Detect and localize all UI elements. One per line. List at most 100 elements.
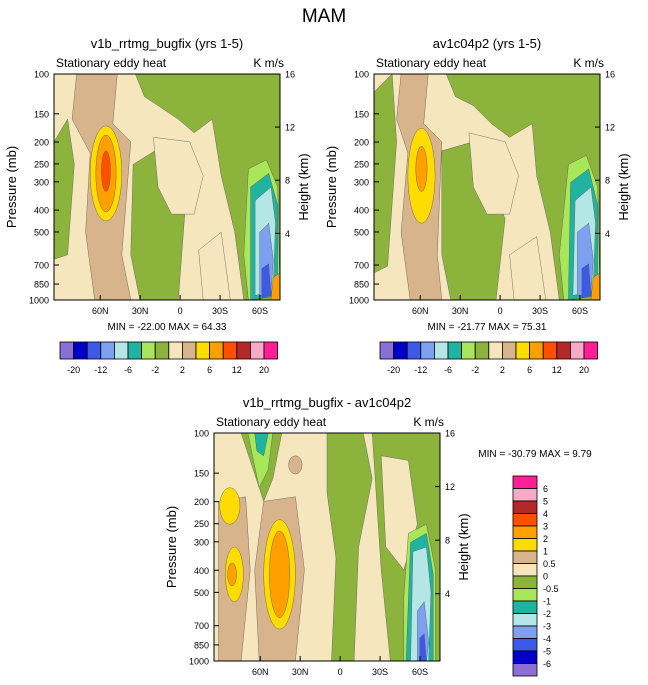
colorbar-swatch (127, 341, 143, 360)
colorbar-swatch (512, 525, 538, 539)
colorbar-swatch (379, 341, 395, 360)
colorbar-swatch (236, 341, 251, 360)
colorbar-label: -1 (543, 597, 551, 607)
y-tick-label: 1000 (349, 296, 369, 306)
y-tick-label: 100 (354, 70, 369, 80)
y-tick-label: 300 (34, 177, 49, 187)
colorbar-swatch (512, 650, 538, 664)
contour-field (214, 433, 440, 661)
colorbar-swatch (512, 563, 538, 577)
contour-blob (101, 150, 111, 192)
y-right-tick-label: 4 (605, 229, 610, 239)
stats-label: MIN = -22.00 MAX = 64.33 (108, 322, 227, 333)
y-axis-label: Pressure (mb) (164, 506, 179, 588)
y-tick-label: 700 (194, 621, 209, 631)
panel-bottom-diff: v1b_rrtmg_bugfix - av1c04p2 Stationary ed… (164, 395, 592, 677)
colorbar-label: -3 (543, 622, 551, 632)
colorbar-label: -12 (414, 365, 427, 375)
colorbar-swatch (222, 341, 238, 360)
contour-region (270, 272, 280, 300)
colorbar-label: -4 (543, 634, 551, 644)
y-right-tick-label: 4 (285, 229, 290, 239)
y-tick-label: 500 (194, 588, 209, 598)
y-right-tick-label: 8 (605, 176, 610, 186)
contour-blob (288, 455, 303, 475)
figure-title: MAM (302, 6, 346, 27)
colorbar-label: 6 (527, 365, 532, 375)
colorbar-swatch (406, 341, 422, 360)
colorbar-swatch (570, 341, 585, 360)
colorbar-swatch (488, 341, 503, 360)
x-tick-label: 30N (452, 306, 469, 316)
panel-top-right: av1c04p2 (yrs 1-5) Stationary eddy heat K … (324, 36, 631, 375)
plot-frame (213, 432, 441, 662)
colorbar-label: -2 (151, 365, 159, 375)
contour-region (590, 272, 600, 300)
y-right-tick-label: 16 (605, 70, 615, 80)
colorbar-label: 20 (259, 365, 269, 375)
x-tick-label: 60S (412, 667, 428, 677)
y-axis-label: Pressure (mb) (4, 146, 19, 228)
colorbar-swatch (141, 341, 156, 360)
colorbar-label: -12 (94, 365, 107, 375)
colorbar-label: -20 (387, 365, 400, 375)
colorbar-label: -6 (543, 659, 551, 669)
y-right-axis-label: Height (km) (616, 153, 631, 220)
panel-subtitle-left: Stationary eddy heat (56, 56, 167, 70)
colorbar-swatch (512, 500, 538, 514)
colorbar-swatch (86, 341, 102, 360)
y-tick-label: 500 (34, 227, 49, 237)
colorbar-swatch (114, 341, 129, 360)
colorbar-label: 12 (552, 365, 562, 375)
panel-title: av1c04p2 (yrs 1-5) (433, 36, 541, 51)
y-tick-label: 200 (34, 138, 49, 148)
y-right-tick-label: 4 (445, 589, 450, 599)
colorbar-swatch (181, 341, 197, 360)
y-tick-label: 1000 (29, 296, 49, 306)
colorbar-swatch (433, 341, 449, 360)
contour-region (419, 633, 427, 661)
colorbar-label: -5 (543, 647, 551, 657)
colorbar-swatch (263, 341, 279, 360)
colorbar-swatch (474, 341, 490, 360)
y-tick-label: 300 (354, 177, 369, 187)
y-tick-label: 250 (34, 159, 49, 169)
y-tick-label: 400 (354, 206, 369, 216)
y-right-tick-label: 16 (445, 429, 455, 439)
colorbar-swatch (447, 341, 463, 360)
colorbar-label: -0.5 (543, 584, 559, 594)
contour-region (261, 263, 272, 298)
y-tick-label: 100 (194, 429, 209, 439)
plot-frame (53, 73, 281, 301)
x-tick-label: 60N (252, 667, 269, 677)
y-right-axis-label: Height (km) (296, 153, 311, 220)
colorbar-label: 5 (543, 497, 548, 507)
colorbar-swatch (512, 600, 538, 614)
x-tick-label: 60N (412, 306, 429, 316)
colorbar-label: 1 (543, 547, 548, 557)
colorbar-swatch (512, 475, 538, 489)
panel-subtitle-left: Stationary eddy heat (216, 415, 327, 429)
y-right-tick-label: 12 (605, 123, 615, 133)
x-tick-label: 60S (252, 306, 268, 316)
colorbar-label: 2 (500, 365, 505, 375)
y-tick-label: 250 (194, 519, 209, 529)
colorbar-swatch (249, 341, 265, 360)
y-tick-label: 250 (354, 159, 369, 169)
y-right-axis-label: Height (km) (456, 513, 471, 580)
colorbar-swatch (73, 341, 88, 360)
colorbar-swatch (512, 575, 538, 589)
y-axis-label: Pressure (mb) (324, 146, 339, 228)
y-tick-label: 150 (194, 469, 209, 479)
colorbar-swatch (529, 341, 544, 360)
x-tick-label: 30S (212, 306, 228, 316)
contour-blob (415, 146, 428, 192)
x-tick-label: 60N (92, 306, 109, 316)
y-tick-label: 300 (194, 537, 209, 547)
plot-frame (373, 73, 601, 301)
y-right-tick-label: 8 (285, 176, 290, 186)
colorbar-swatch (512, 488, 538, 502)
x-tick-label: 0 (498, 306, 503, 316)
colorbar-swatch (168, 341, 183, 360)
x-tick-label: 30S (532, 306, 548, 316)
